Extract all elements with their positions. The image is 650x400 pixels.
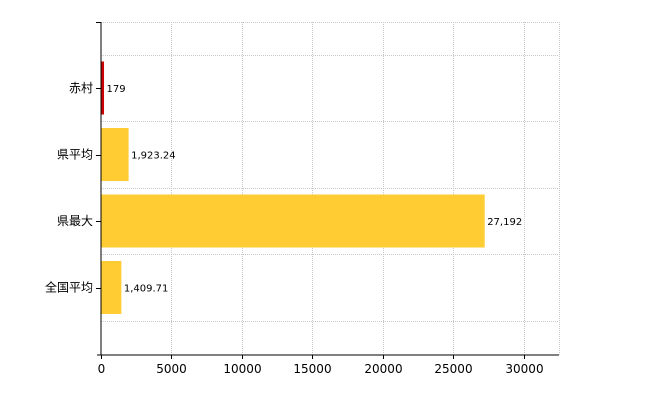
category-label: 県平均 [57, 148, 93, 162]
x-tick-label: 15000 [293, 362, 331, 376]
category-label: 全国平均 [45, 280, 93, 295]
bar [101, 61, 105, 115]
x-tick-label: 10000 [223, 362, 261, 376]
x-tick-label: 25000 [434, 362, 472, 376]
gridlines [101, 22, 560, 355]
value-label: 1,923.24 [131, 151, 176, 162]
axes [96, 22, 559, 359]
value-label: 27,192 [487, 217, 522, 228]
value-label: 1,409.71 [124, 284, 169, 295]
x-tick-label: 0 [98, 362, 106, 376]
bars [101, 61, 485, 314]
x-tick-label: 30000 [505, 362, 543, 376]
x-tick-label: 20000 [364, 362, 402, 376]
bar [101, 261, 122, 314]
x-tick-label: 5000 [156, 362, 187, 376]
bar [101, 128, 129, 181]
bar [101, 194, 485, 248]
labels: 0 5000 10000 15000 20000 25000 30000 赤村 179 県平均 1,… [45, 81, 544, 376]
category-label: 県最大 [57, 214, 93, 228]
value-label: 179 [107, 84, 126, 95]
category-label: 赤村 [69, 81, 93, 95]
